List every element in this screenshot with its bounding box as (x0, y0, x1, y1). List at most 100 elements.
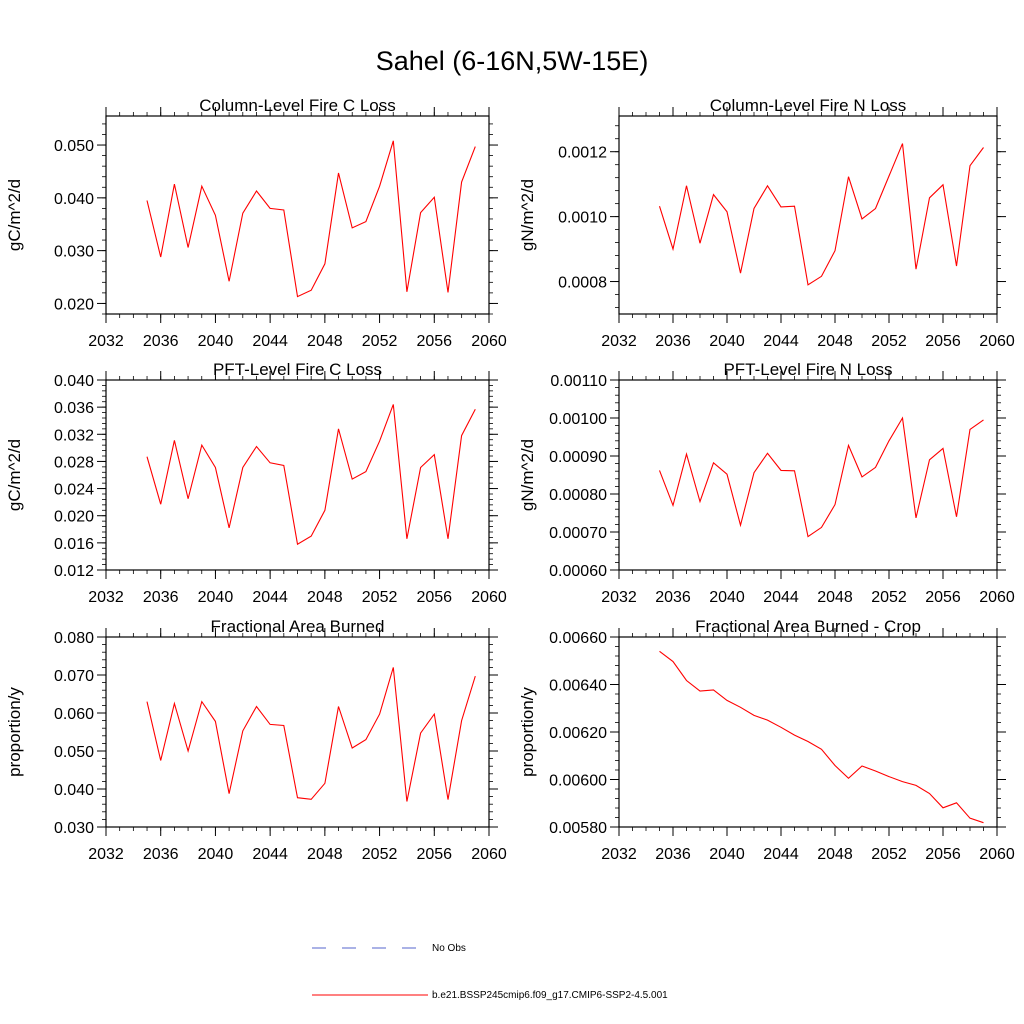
y-tick-label: 0.00580 (549, 820, 607, 837)
x-tick-label: 2048 (817, 333, 853, 350)
chart-panel-1: 2032 2036 2040 2044 2048 2052 2056 2060 0.020 0.0… (5, 96, 507, 350)
x-tick-label: 2060 (471, 846, 507, 863)
x-tick-label: 2048 (817, 846, 853, 863)
chart-title: Fractional Area Burned (211, 617, 385, 636)
chart-panel-5: 2032 2036 2040 2044 2048 2052 2056 2060 0.030 0.0… (5, 617, 507, 863)
x-tick-label: 2052 (362, 589, 398, 606)
x-tick-label: 2056 (925, 333, 961, 350)
series-line-1 (659, 650, 984, 824)
x-tick-label: 2056 (925, 589, 961, 606)
y-tick-label: 0.050 (54, 744, 94, 761)
x-tick-label: 2040 (709, 333, 745, 350)
x-tick-label: 2052 (871, 846, 907, 863)
series-line-1 (658, 416, 984, 538)
y-tick-label: 0.070 (54, 668, 94, 685)
chart-title: Column-Level Fire C Loss (199, 96, 396, 115)
series-line-1 (146, 404, 476, 546)
y-axis-label: gC/m^2/d (5, 179, 24, 251)
x-tick-label: 2048 (307, 589, 343, 606)
x-tick-label: 2052 (871, 333, 907, 350)
x-tick-label: 2044 (763, 589, 799, 606)
x-tick-label: 2052 (362, 846, 398, 863)
x-tick-label: 2052 (871, 589, 907, 606)
y-tick-label: 0.040 (54, 191, 94, 208)
y-tick-label: 0.030 (54, 244, 94, 261)
x-tick-label: 2052 (362, 333, 398, 350)
chart-title: Fractional Area Burned - Crop (695, 617, 921, 636)
x-tick-label: 2040 (198, 589, 234, 606)
series-line-1 (146, 140, 476, 298)
x-tick-label: 2044 (252, 846, 288, 863)
y-tick-label: 0.0010 (558, 210, 607, 227)
plot-frame (618, 379, 998, 571)
y-tick-label: 0.00070 (549, 525, 607, 542)
x-tick-label: 2036 (143, 846, 179, 863)
plot-frame (105, 115, 490, 315)
x-tick-label: 2032 (601, 846, 637, 863)
y-tick-label: 0.020 (54, 296, 94, 313)
y-tick-label: 0.030 (54, 820, 94, 837)
plot-frame (105, 636, 490, 828)
y-tick-label: 0.00090 (549, 449, 607, 466)
y-tick-label: 0.040 (54, 782, 94, 799)
y-tick-label: 0.0008 (558, 275, 607, 292)
x-tick-label: 2032 (88, 589, 124, 606)
x-tick-label: 2032 (88, 333, 124, 350)
y-tick-label: 0.028 (54, 454, 94, 471)
x-tick-label: 2036 (655, 589, 691, 606)
y-tick-label: 0.040 (54, 373, 94, 390)
y-axis-label: proportion/y (518, 687, 537, 777)
y-tick-label: 0.080 (54, 630, 94, 647)
chart-panel-3: 2032 2036 2040 2044 2048 2052 2056 2060 0.012 0.0… (5, 360, 507, 606)
y-axis-label: proportion/y (5, 687, 24, 777)
x-tick-label: 2044 (763, 333, 799, 350)
x-tick-label: 2040 (198, 333, 234, 350)
y-tick-label: 0.00660 (549, 630, 607, 647)
x-tick-label: 2044 (763, 846, 799, 863)
x-tick-label: 2036 (143, 589, 179, 606)
x-tick-label: 2044 (252, 333, 288, 350)
x-tick-label: 2036 (655, 846, 691, 863)
y-tick-label: 0.0012 (558, 145, 607, 162)
x-tick-label: 2036 (143, 333, 179, 350)
y-axis-label: gN/m^2/d (518, 179, 537, 251)
x-tick-label: 2056 (416, 846, 452, 863)
x-tick-label: 2060 (979, 589, 1015, 606)
x-tick-label: 2032 (601, 333, 637, 350)
series-line-1 (658, 143, 984, 286)
x-tick-label: 2056 (416, 333, 452, 350)
y-tick-label: 0.00640 (549, 678, 607, 695)
x-tick-label: 2044 (252, 589, 288, 606)
y-tick-label: 0.036 (54, 400, 94, 417)
y-tick-label: 0.012 (54, 563, 94, 580)
x-tick-label: 2048 (307, 846, 343, 863)
y-tick-label: 0.00080 (549, 487, 607, 504)
x-tick-label: 2048 (817, 589, 853, 606)
y-tick-label: 0.00100 (549, 411, 607, 428)
y-tick-label: 0.00620 (549, 725, 607, 742)
x-tick-label: 2056 (416, 589, 452, 606)
x-tick-label: 2032 (601, 589, 637, 606)
y-tick-label: 0.016 (54, 536, 94, 553)
chart-title: PFT-Level Fire C Loss (213, 360, 382, 379)
x-tick-label: 2060 (979, 846, 1015, 863)
y-tick-label: 0.020 (54, 509, 94, 526)
x-tick-label: 2060 (471, 333, 507, 350)
y-tick-label: 0.060 (54, 706, 94, 723)
x-tick-label: 2060 (471, 589, 507, 606)
y-tick-label: 0.050 (54, 138, 94, 155)
y-tick-label: 0.032 (54, 427, 94, 444)
x-tick-label: 2040 (709, 846, 745, 863)
x-tick-label: 2040 (198, 846, 234, 863)
chart-title: Column-Level Fire N Loss (710, 96, 907, 115)
x-tick-label: 2040 (709, 589, 745, 606)
chart-panel-2: 2032 2036 2040 2044 2048 2052 2056 2060 0.0008 0.… (518, 96, 1015, 350)
y-tick-label: 0.024 (54, 482, 94, 499)
chart-title: PFT-Level Fire N Loss (723, 360, 892, 379)
y-axis-label: gN/m^2/d (518, 439, 537, 511)
y-axis-label: gC/m^2/d (5, 439, 24, 511)
page-title: Sahel (6-16N,5W-15E) (375, 46, 649, 76)
x-tick-label: 2032 (88, 846, 124, 863)
series-line-1 (146, 667, 476, 802)
